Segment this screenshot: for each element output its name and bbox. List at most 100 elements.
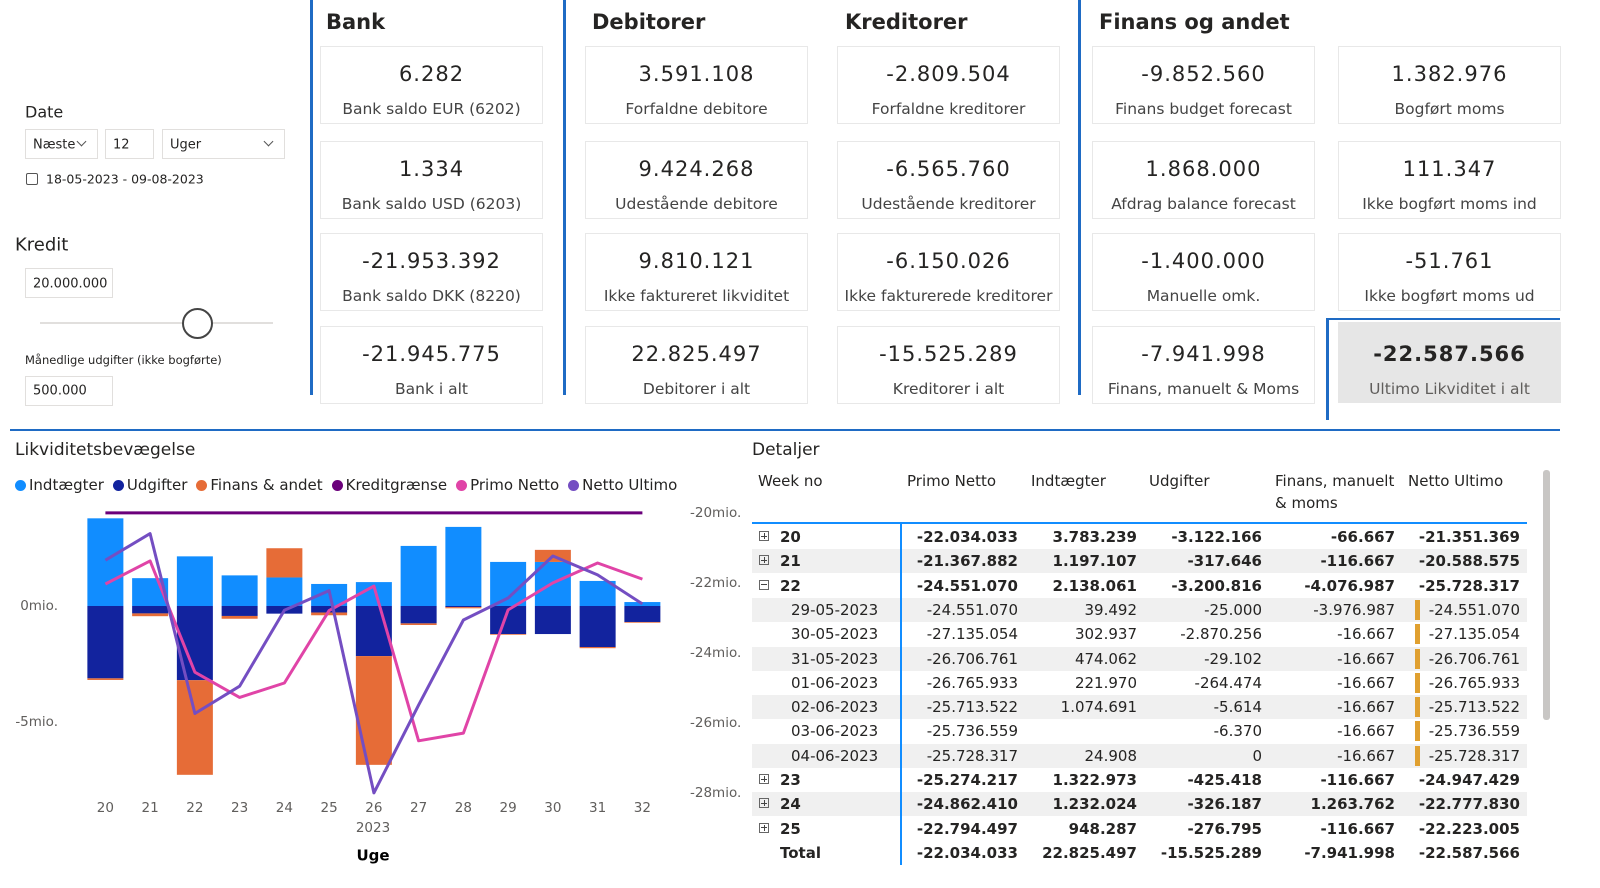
- table-cell: 3.783.239: [1052, 528, 1137, 546]
- kredit-label: Kredit: [15, 234, 69, 256]
- expand-icon-bar: [763, 776, 765, 782]
- date-label: 29-05-2023: [791, 600, 879, 619]
- expand-icon[interactable]: [759, 774, 769, 784]
- input[interactable]: [25, 268, 113, 298]
- dropdown[interactable]: [105, 129, 154, 159]
- table-cell: -25.728.317: [926, 746, 1018, 765]
- dropdown[interactable]: [162, 129, 285, 159]
- x-tick-label: 28: [455, 800, 472, 816]
- bar: [221, 575, 258, 606]
- table-cell: 2.138.061: [1052, 576, 1137, 595]
- bar: [445, 607, 482, 609]
- table-cell: -24.551.070: [926, 600, 1018, 619]
- kpi-label: Forfaldne debitore: [625, 100, 768, 118]
- expand-icon[interactable]: [759, 822, 769, 833]
- line: [104, 532, 644, 795]
- input[interactable]: [25, 376, 113, 406]
- kpi-card: [320, 233, 543, 311]
- table-cell: 1.232.024: [1052, 795, 1137, 814]
- expand-icon-bar: [763, 557, 765, 564]
- data-bar-icon: [1415, 599, 1420, 620]
- x-tick-label: 26: [365, 800, 382, 816]
- kpi-card: [320, 141, 543, 219]
- table-cell: -16.667: [1337, 673, 1395, 692]
- legend-swatch: [331, 479, 343, 491]
- table-cell: -116.667: [1320, 771, 1395, 789]
- kpi-value: -7.941.998: [1141, 342, 1266, 366]
- dropdown-value: Uger: [170, 137, 202, 153]
- divider: [563, 0, 566, 395]
- legend-item[interactable]: Udgifter: [112, 476, 188, 494]
- chart-title: Likviditetsbevægelse: [15, 440, 196, 460]
- kpi-value: -21.953.392: [362, 249, 501, 273]
- legend-item[interactable]: Indtægter: [15, 476, 104, 494]
- section-title: Kreditorer: [845, 10, 968, 34]
- kpi-label: Bank saldo DKK (8220): [342, 287, 521, 305]
- bar: [266, 548, 303, 578]
- table-cell: 474.062: [1074, 649, 1137, 668]
- table-cell: -26.765.933: [926, 673, 1018, 692]
- table-cell: 0: [1252, 746, 1262, 765]
- table-cell: -26.706.761: [1428, 649, 1520, 668]
- divider: [10, 429, 1560, 431]
- column-header: Week no: [758, 472, 823, 490]
- kpi-card: [1338, 141, 1561, 219]
- expand-icon[interactable]: [759, 579, 769, 590]
- kpi-card: [837, 326, 1060, 404]
- column-header: Udgifter: [1149, 472, 1210, 490]
- kpi-label: Ikke faktureret likviditet: [603, 287, 790, 305]
- dropdown-value: Næste: [33, 137, 76, 153]
- table-cell: -116.667: [1320, 819, 1395, 838]
- table-cell: -25.000: [1204, 600, 1262, 619]
- table-cell: -21.351.369: [1418, 528, 1520, 546]
- table-cell: -26.706.761: [926, 649, 1018, 668]
- expand-icon[interactable]: [759, 531, 769, 541]
- card-accent: [1326, 318, 1560, 320]
- table-cell: -3.200.816: [1171, 576, 1262, 595]
- table-cell: -22.223.005: [1418, 819, 1520, 838]
- data-bar-icon: [1415, 745, 1420, 766]
- row-band: [752, 792, 1527, 817]
- bar: [87, 678, 124, 680]
- legend-item[interactable]: Primo Netto: [456, 476, 559, 494]
- kpi-card: [1092, 141, 1315, 219]
- expand-icon[interactable]: [759, 555, 769, 566]
- expand-icon[interactable]: [759, 798, 769, 809]
- legend-label: Udgifter: [126, 476, 188, 494]
- kpi-value: 1.334: [398, 157, 465, 181]
- kpi-value: 22.825.497: [631, 342, 762, 366]
- bar: [176, 556, 213, 606]
- kpi-card: [1338, 46, 1561, 124]
- table-cell: 1.322.973: [1052, 771, 1137, 789]
- legend-item[interactable]: Finans & andet: [196, 476, 323, 494]
- kpi-value: -1.400.000: [1141, 249, 1266, 273]
- data-bar-icon: [1415, 624, 1420, 645]
- legend: Indtægter Udgifter Finans & andet Kreditgræ…: [15, 476, 677, 494]
- kpi-label: Afdrag balance forecast: [1111, 195, 1296, 213]
- legend-swatch: [456, 479, 468, 491]
- legend-label: Primo Netto: [470, 476, 560, 494]
- slider-handle[interactable]: [182, 308, 213, 339]
- table-cell: -5.614: [1213, 698, 1262, 717]
- legend-item[interactable]: Kreditgrænse: [331, 476, 447, 494]
- x-tick-label: 27: [410, 800, 427, 816]
- kpi-value: -21.945.775: [362, 342, 501, 366]
- kpi-label: Bank i alt: [395, 380, 468, 398]
- table-title: Detaljer: [752, 440, 820, 460]
- bar: [132, 605, 169, 614]
- table-cell: -25.274.217: [916, 771, 1018, 789]
- kpi-value: 3.591.108: [638, 62, 755, 86]
- y-tick-label: -5mio.: [15, 714, 58, 730]
- table-cell: -16.667: [1337, 722, 1395, 741]
- table-cell: -25.728.317: [1418, 576, 1520, 595]
- dropdown[interactable]: [25, 129, 98, 159]
- table-cell: -16.667: [1337, 625, 1395, 644]
- table-cell: -21.367.882: [916, 552, 1018, 571]
- kpi-label: Ultimo Likviditet i alt: [1369, 380, 1530, 398]
- date-range: 18-05-2023 - 09-08-2023: [46, 171, 204, 187]
- x-tick-label: 32: [634, 800, 651, 816]
- y2-tick-label: -28mio.: [690, 785, 741, 801]
- data-bar-icon: [1415, 697, 1420, 718]
- legend-item[interactable]: Netto Ultimo: [568, 476, 677, 494]
